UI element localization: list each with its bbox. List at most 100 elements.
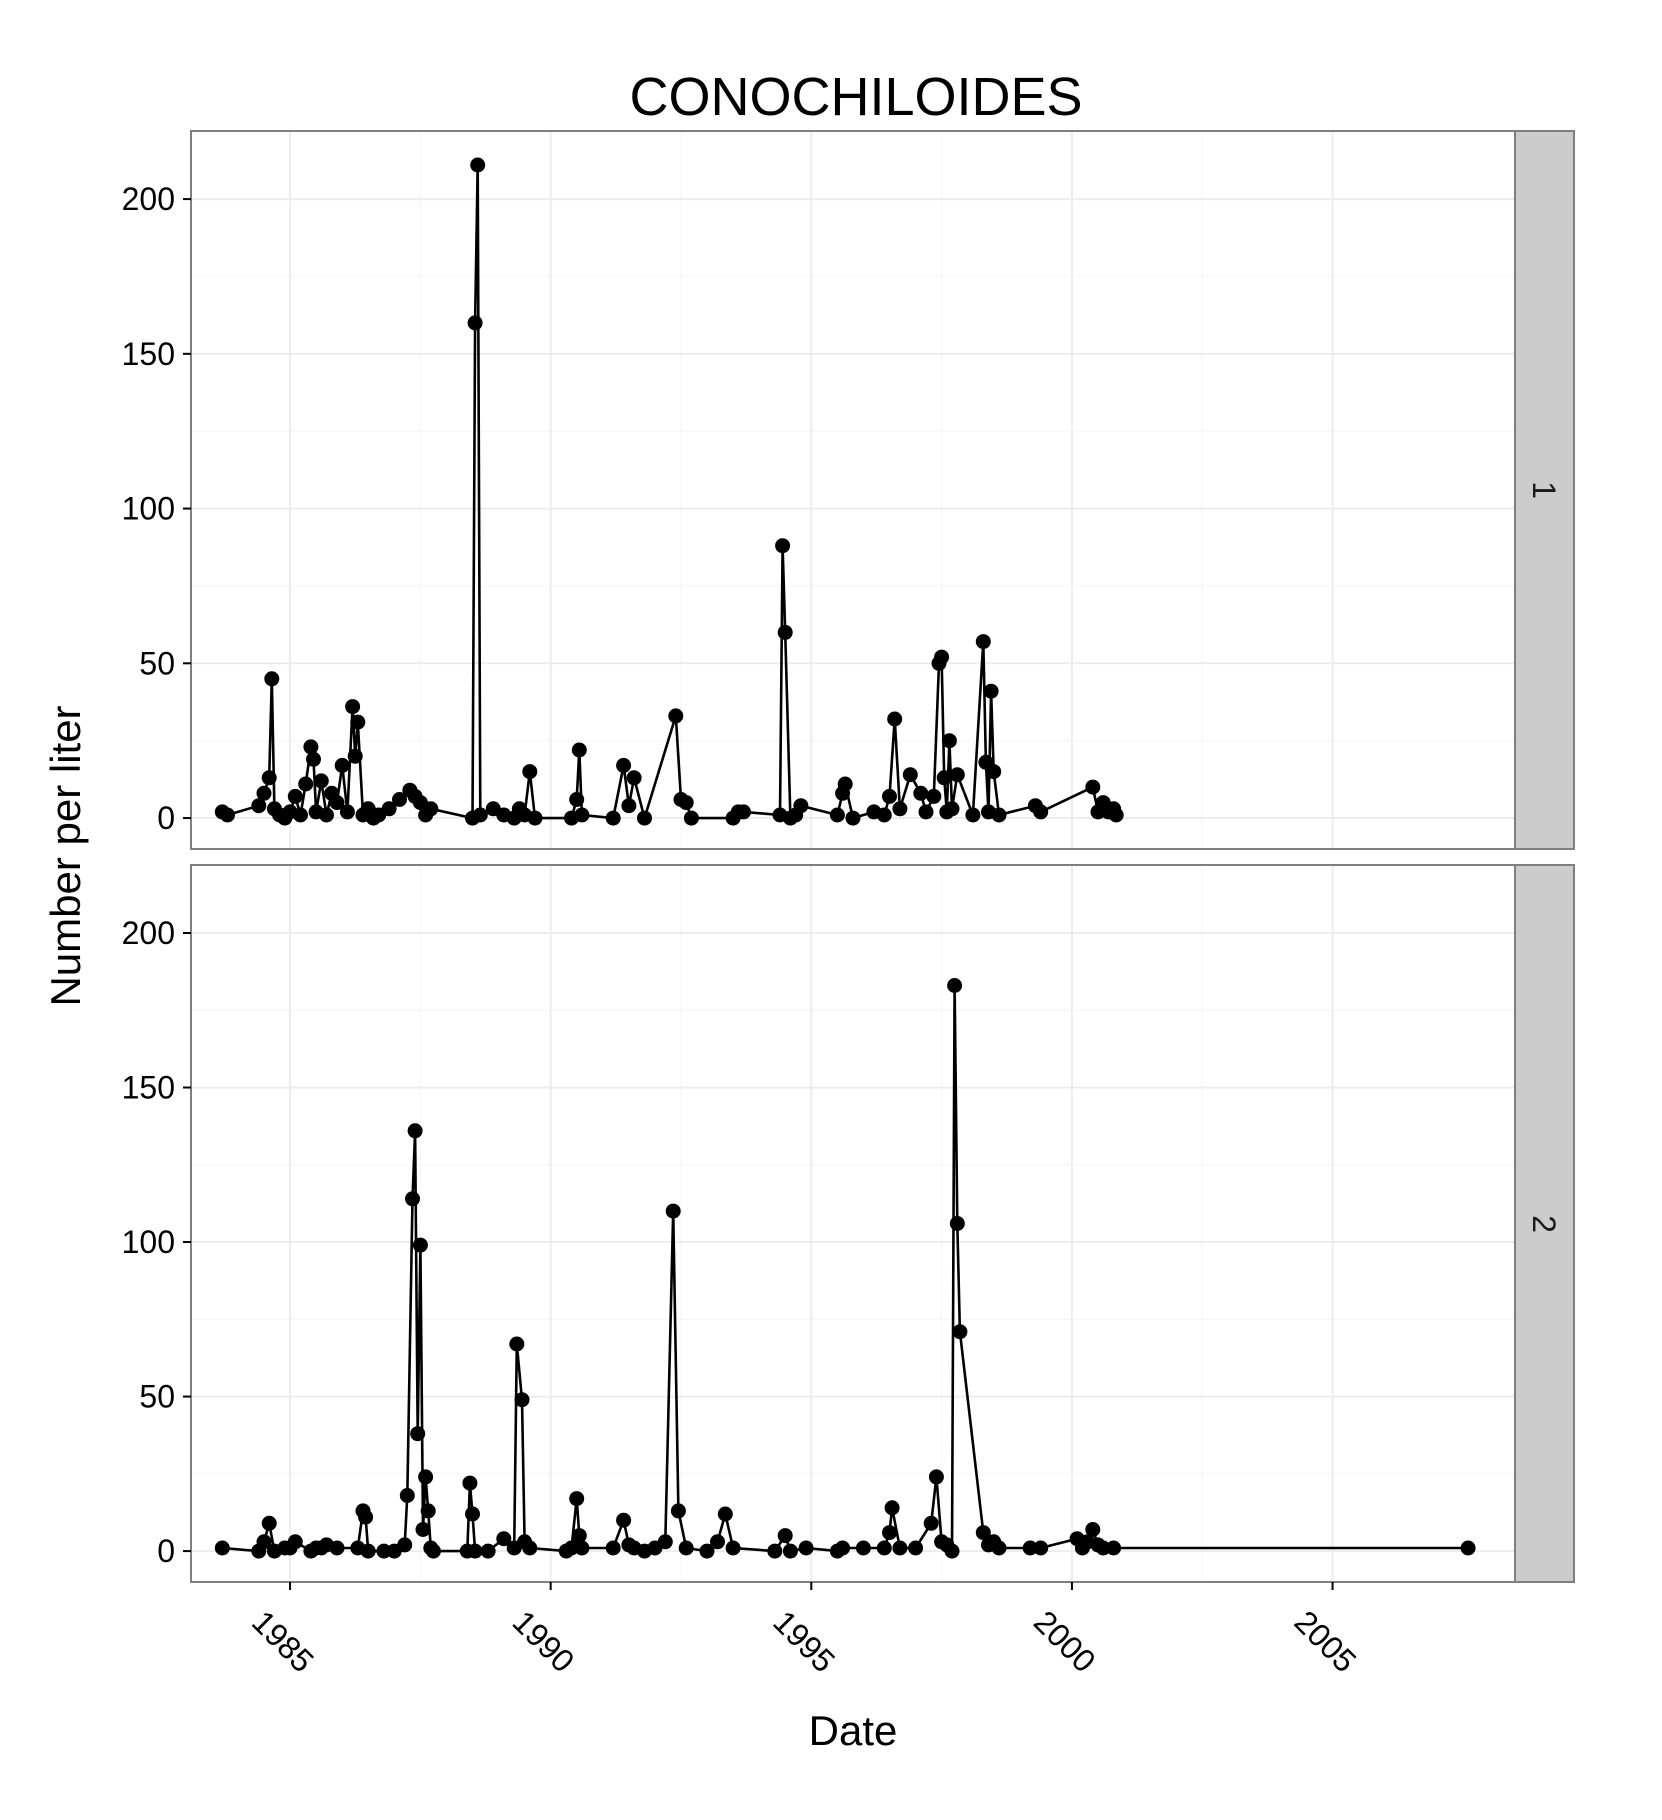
data-point [986, 764, 1002, 780]
data-point [261, 1515, 277, 1531]
x-axis-title: Date [809, 1707, 898, 1754]
x-tick-label: 2005 [1288, 1603, 1364, 1679]
facet-strip-label-2: 2 [1526, 1215, 1562, 1233]
data-point [975, 634, 991, 650]
data-point [264, 671, 280, 687]
data-point [884, 1500, 900, 1516]
data-point [415, 1522, 431, 1537]
data-point [975, 1525, 991, 1541]
panel-2-background [190, 864, 1516, 1583]
data-point [668, 708, 684, 724]
data-point [887, 711, 903, 727]
x-tick-label: 1990 [506, 1603, 582, 1679]
y-tick-label: 100 [122, 1224, 175, 1260]
data-point [480, 1543, 496, 1559]
chart-title: CONOCHILOIDES [629, 67, 1082, 127]
data-point [782, 1543, 798, 1559]
data-point [699, 1543, 715, 1559]
data-point [339, 804, 355, 820]
data-point [350, 714, 366, 730]
panel-1-series [214, 157, 1124, 826]
data-point [845, 810, 861, 826]
data-point [775, 538, 791, 554]
data-point [527, 810, 543, 826]
data-point [293, 807, 308, 823]
data-point [725, 1540, 741, 1556]
data-point [837, 776, 853, 792]
y-tick-label: 50 [139, 645, 175, 681]
data-point [496, 1531, 512, 1547]
data-point [908, 1540, 924, 1556]
data-point [256, 1534, 272, 1550]
data-point [902, 767, 918, 783]
data-point [420, 1503, 436, 1519]
data-point [882, 1525, 897, 1541]
data-point [347, 748, 363, 764]
data-point [1106, 1540, 1122, 1556]
data-point [319, 807, 334, 823]
data-point [952, 1324, 968, 1340]
data-point [605, 810, 621, 826]
data-point [913, 785, 929, 801]
y-tick-label: 200 [122, 915, 175, 951]
data-point [665, 1203, 681, 1219]
x-axis: 1985 1990 1995 2000 2005 [245, 1582, 1363, 1679]
data-point [418, 1469, 434, 1485]
facet-strip-2 [1514, 864, 1575, 1583]
data-point [407, 1123, 423, 1139]
data-point [423, 801, 439, 817]
data-point [991, 807, 1007, 823]
data-point [777, 1528, 793, 1544]
panel-2-series [214, 978, 1476, 1559]
data-point [462, 1475, 478, 1491]
data-point [306, 751, 321, 767]
facet-panel-2: 2 0 50 100 150 200 [122, 864, 1575, 1583]
data-point [313, 773, 329, 789]
data-point [574, 807, 590, 823]
data-point [329, 1540, 345, 1556]
data-point [376, 1543, 392, 1559]
data-point [835, 1540, 851, 1556]
data-point [298, 776, 314, 792]
data-point [670, 1503, 686, 1519]
data-point [621, 798, 637, 814]
data-point [287, 788, 303, 804]
data-point [637, 810, 652, 826]
data-point [571, 742, 587, 758]
data-point [220, 807, 235, 823]
data-point [571, 1528, 587, 1544]
data-point [470, 157, 486, 173]
data-point [892, 1540, 908, 1556]
data-point [923, 1515, 939, 1531]
y-tick-label: 200 [122, 181, 175, 217]
data-point [256, 785, 272, 801]
data-point [1108, 807, 1124, 823]
data-point [855, 1540, 871, 1556]
y-tick-label: 150 [122, 1070, 175, 1106]
data-point [949, 767, 965, 783]
data-point [397, 1537, 413, 1553]
data-point [882, 788, 897, 804]
data-point [944, 801, 960, 817]
data-point [467, 315, 483, 331]
facet-panel-1: 1 0 50 100 150 200 [122, 130, 1575, 850]
data-point [509, 1336, 525, 1352]
data-point [214, 1540, 230, 1556]
data-point [381, 801, 397, 817]
data-point [657, 1534, 673, 1550]
data-point [941, 733, 957, 749]
data-point [412, 1237, 428, 1253]
facet-strip-label-1: 1 [1526, 481, 1562, 499]
data-point [928, 1469, 944, 1485]
y-tick-label: 0 [157, 1533, 175, 1569]
data-point [736, 804, 751, 820]
data-point [303, 739, 319, 755]
y-tick-label: 150 [122, 336, 175, 372]
data-point [1095, 1540, 1111, 1556]
data-point [399, 1488, 415, 1503]
data-point [616, 757, 632, 773]
data-point [683, 810, 699, 826]
data-point [1085, 1522, 1101, 1537]
data-point [410, 1426, 426, 1442]
data-point [605, 1540, 621, 1556]
